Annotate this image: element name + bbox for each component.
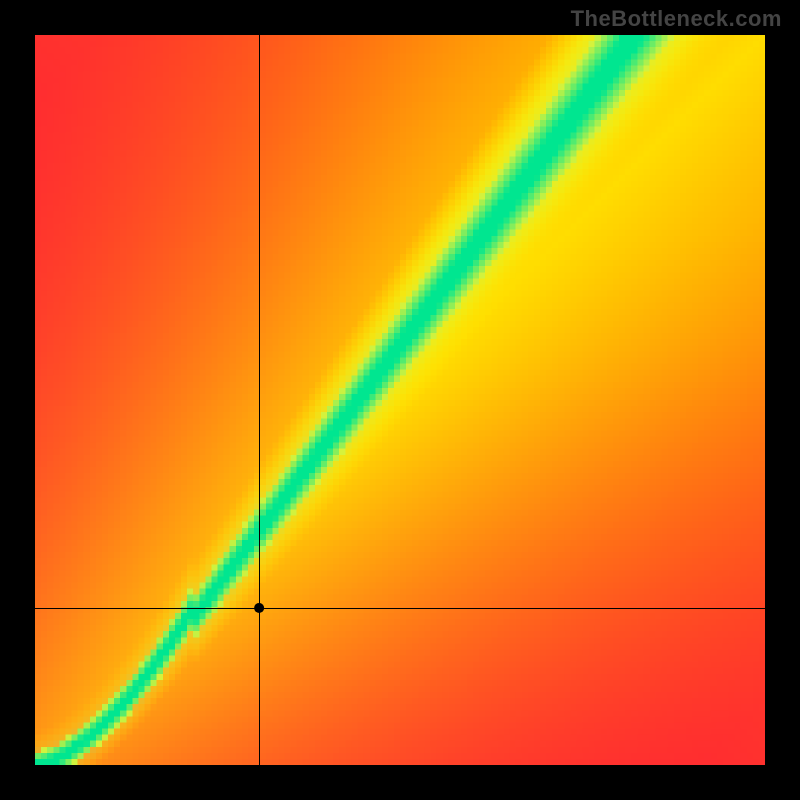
crosshair-overlay [35,35,765,765]
watermark-text: TheBottleneck.com [571,6,782,32]
plot-area [35,35,765,765]
chart-outer: TheBottleneck.com [0,0,800,800]
